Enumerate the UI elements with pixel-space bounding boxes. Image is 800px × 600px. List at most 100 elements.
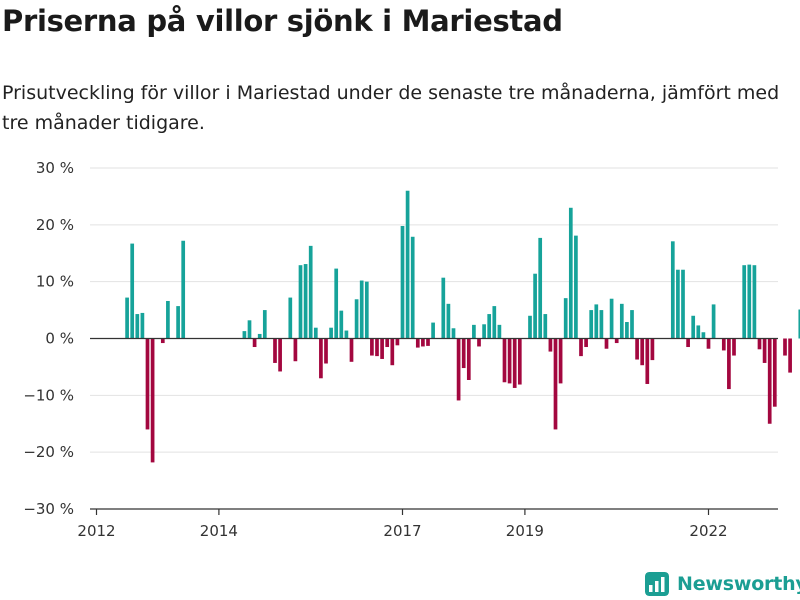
bar	[696, 325, 701, 339]
bar	[487, 314, 492, 339]
bar	[727, 338, 731, 390]
brand: Newsworthy	[645, 570, 800, 598]
bar	[650, 338, 655, 361]
x-tick-label: 2014	[200, 522, 238, 540]
bar	[262, 310, 267, 339]
bar	[783, 338, 787, 356]
bar	[273, 338, 277, 363]
bar	[512, 338, 517, 388]
bar	[574, 235, 578, 339]
bar	[466, 338, 471, 380]
bar	[788, 338, 792, 373]
y-tick-label: −20 %	[23, 443, 74, 461]
bar	[558, 338, 563, 384]
bar	[359, 280, 364, 339]
bar	[446, 303, 451, 339]
bar	[130, 243, 135, 339]
bar	[176, 306, 180, 339]
bar	[676, 269, 680, 339]
bar	[589, 310, 594, 339]
bar	[150, 338, 155, 463]
y-tick-label: −30 %	[23, 500, 74, 518]
bar	[415, 338, 420, 348]
bar	[426, 338, 430, 346]
bar	[762, 338, 767, 363]
bar	[747, 264, 752, 339]
bar	[732, 338, 736, 356]
bar	[319, 338, 323, 379]
bar	[477, 338, 481, 347]
bar	[645, 338, 650, 384]
bar	[548, 338, 553, 352]
bar	[609, 298, 614, 339]
bar	[410, 236, 415, 339]
bar	[364, 281, 369, 339]
bar	[303, 264, 308, 339]
bar	[670, 241, 675, 339]
bar	[497, 324, 502, 339]
bar	[584, 338, 588, 348]
bar	[772, 338, 777, 407]
bar	[400, 225, 405, 339]
bar	[568, 207, 573, 339]
bar	[721, 338, 726, 351]
x-tick-label: 2019	[506, 522, 544, 540]
tick-labels: 30 % 20 % 10 % 0 % −10 % −20 % −30 %2012 2014 20…	[23, 159, 727, 540]
bar	[543, 314, 548, 339]
bar	[492, 306, 497, 339]
bar	[135, 314, 140, 339]
bar	[630, 310, 634, 339]
x-tick-label: 2022	[689, 522, 727, 540]
bar	[752, 265, 757, 339]
bar	[579, 338, 583, 357]
bar	[461, 338, 466, 369]
bar	[686, 338, 690, 348]
bar	[257, 333, 262, 339]
bar	[242, 331, 247, 339]
bar	[451, 328, 456, 339]
bar	[538, 237, 543, 339]
bar	[431, 322, 435, 339]
bar	[247, 320, 252, 339]
bar	[767, 338, 772, 424]
bar	[313, 327, 318, 339]
chart-title: Priserna på villor sjönk i Mariestad	[2, 4, 563, 38]
bar	[553, 338, 558, 430]
bar	[145, 338, 150, 430]
bar	[385, 338, 390, 348]
bar	[599, 310, 604, 339]
bar	[482, 324, 486, 339]
bar	[354, 299, 359, 339]
newsworthy-logo-icon	[645, 572, 669, 596]
y-tick-label: 0 %	[45, 330, 74, 348]
bar	[441, 277, 446, 339]
bar	[635, 338, 639, 360]
x-tick-label: 2012	[77, 522, 115, 540]
bar	[349, 338, 354, 362]
bar	[472, 324, 476, 339]
y-tick-label: 10 %	[36, 273, 74, 291]
bar	[140, 312, 145, 339]
bar	[681, 269, 685, 339]
bar	[395, 338, 400, 346]
bar	[339, 310, 344, 339]
bar	[604, 338, 609, 349]
bar	[701, 332, 706, 339]
chart-subtitle: Prisutveckling för villor i Mariestad un…	[2, 82, 780, 134]
x-tick-label: 2017	[383, 522, 421, 540]
bar	[298, 265, 303, 339]
bar	[502, 338, 507, 383]
bar	[528, 315, 532, 339]
bar	[293, 338, 298, 362]
bar	[405, 190, 410, 339]
bar	[370, 338, 374, 356]
bar	[324, 338, 328, 364]
brand-name: Newsworthy	[677, 573, 800, 595]
bar	[625, 322, 629, 339]
bar	[619, 303, 624, 339]
grid-lines	[90, 167, 778, 453]
bar	[563, 298, 568, 339]
bar	[757, 338, 762, 350]
bar	[594, 304, 599, 339]
bars	[125, 190, 800, 463]
